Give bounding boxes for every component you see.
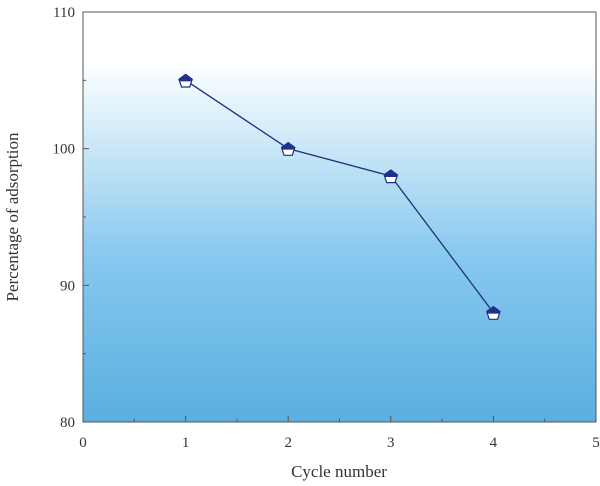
data-point-marker — [280, 141, 296, 156]
y-axis-title: Percentage of adsorption — [3, 132, 22, 301]
y-tick-label: 80 — [60, 415, 75, 431]
data-point-marker — [383, 169, 399, 184]
marker-top-half — [486, 306, 501, 314]
x-tick-label: 1 — [182, 435, 190, 451]
series-line — [185, 79, 494, 314]
x-tick-label: 3 — [387, 435, 395, 451]
tick-labels: 0 1 2 3 4 5 80 90 100 110 — [53, 5, 600, 451]
y-tick-label: 110 — [53, 5, 75, 21]
y-tick-label: 90 — [60, 278, 75, 294]
plot-area-background — [83, 12, 596, 422]
x-tick-label: 4 — [490, 435, 498, 451]
data-point-marker — [178, 73, 193, 88]
y-tick-label: 100 — [53, 142, 76, 158]
marker-top-half — [281, 142, 295, 150]
axes — [82, 11, 597, 423]
marker-top-half — [384, 170, 398, 177]
series-group — [178, 73, 501, 320]
marker-top-half — [178, 74, 193, 82]
x-tick-label: 2 — [284, 435, 292, 451]
x-axis-title: Cycle number — [291, 462, 387, 481]
x-tick-label: 5 — [592, 435, 600, 451]
data-point-marker — [486, 305, 501, 320]
x-tick-label: 0 — [79, 435, 87, 451]
